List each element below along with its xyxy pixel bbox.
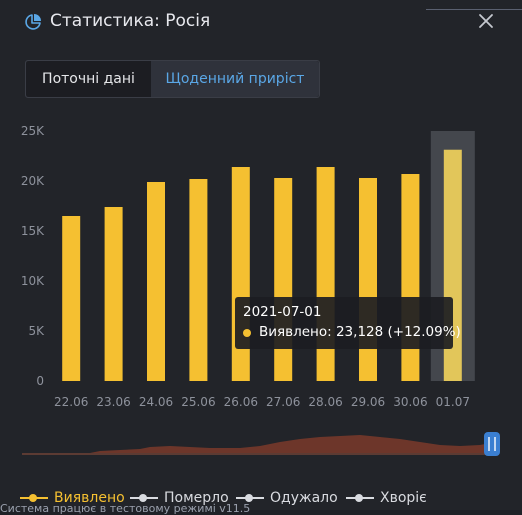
tab-current-data[interactable]: Поточні дані: [26, 61, 151, 97]
y-tick-label: 5K: [28, 324, 45, 338]
x-tick-label: 30.06: [393, 395, 427, 409]
status-footer: Система працює в тестовому режимі v11.5: [0, 502, 251, 515]
x-tick-label: 27.06: [266, 395, 300, 409]
y-tick-label: 10K: [21, 274, 45, 288]
range-navigator[interactable]: [0, 426, 522, 466]
panel-header: Статистика: Росія: [0, 0, 522, 46]
legend-label: Виявлено: [54, 490, 125, 506]
x-tick-label: 28.06: [308, 395, 342, 409]
bar-22.06[interactable]: [62, 216, 81, 381]
legend-marker: [236, 493, 264, 503]
tooltip-series-dot: [243, 329, 251, 337]
x-tick-label: 01.07: [436, 395, 470, 409]
y-tick-label: 25K: [21, 124, 45, 138]
x-tick-label: 25.06: [181, 395, 215, 409]
x-tick-label: 24.06: [139, 395, 173, 409]
legend-item-detected[interactable]: Виявлено: [20, 488, 125, 508]
daily-growth-chart[interactable]: 0 5K 10K 15K 20K 25K 22.06 23.06 24.06 25.06 26.06…: [0, 110, 522, 420]
y-tick-label: 0: [36, 374, 44, 388]
bar-23.06[interactable]: [104, 207, 123, 381]
bar-24.06[interactable]: [147, 182, 165, 381]
legend-marker: [20, 493, 48, 503]
chart-legend: Виявлено Померло Одужало Хворіє: [0, 488, 522, 508]
x-tick-label: 23.06: [96, 395, 130, 409]
legend-item-recovered[interactable]: Одужало: [236, 488, 338, 508]
close-icon[interactable]: [474, 9, 498, 33]
legend-item-deaths[interactable]: Померло: [130, 488, 229, 508]
page-title: Статистика: Росія: [50, 11, 211, 31]
view-tabs: Поточні дані Щоденний приріст: [25, 60, 320, 98]
legend-label: Хворіє: [380, 490, 427, 506]
bar-27.06[interactable]: [274, 178, 293, 381]
bar-25.06[interactable]: [189, 179, 208, 381]
top-edge-line: [426, 9, 522, 10]
legend-label: Одужало: [270, 490, 338, 506]
legend-marker: [130, 493, 158, 503]
tooltip-date: 2021-07-01: [243, 304, 322, 320]
y-tick-label: 20K: [21, 174, 45, 188]
legend-marker: [346, 493, 374, 503]
bar-30.06[interactable]: [401, 174, 420, 381]
legend-label: Померло: [164, 490, 229, 506]
tooltip-value: Виявлено: 23,128 (+12.09%): [259, 324, 461, 340]
y-tick-label: 15K: [21, 224, 45, 238]
slider-handle-icon[interactable]: [484, 432, 500, 456]
tab-daily-growth[interactable]: Щоденний приріст: [151, 61, 319, 97]
x-tick-label: 22.06: [54, 395, 88, 409]
x-tick-label: 26.06: [224, 395, 258, 409]
pie-chart-icon: [25, 14, 41, 30]
chart-tooltip: 2021-07-01 Виявлено: 23,128 (+12.09%): [235, 297, 461, 349]
x-tick-label: 29.06: [351, 395, 385, 409]
navigator-area: [60, 435, 485, 454]
legend-item-active[interactable]: Хворіє: [346, 488, 427, 508]
bar-29.06[interactable]: [359, 178, 377, 381]
